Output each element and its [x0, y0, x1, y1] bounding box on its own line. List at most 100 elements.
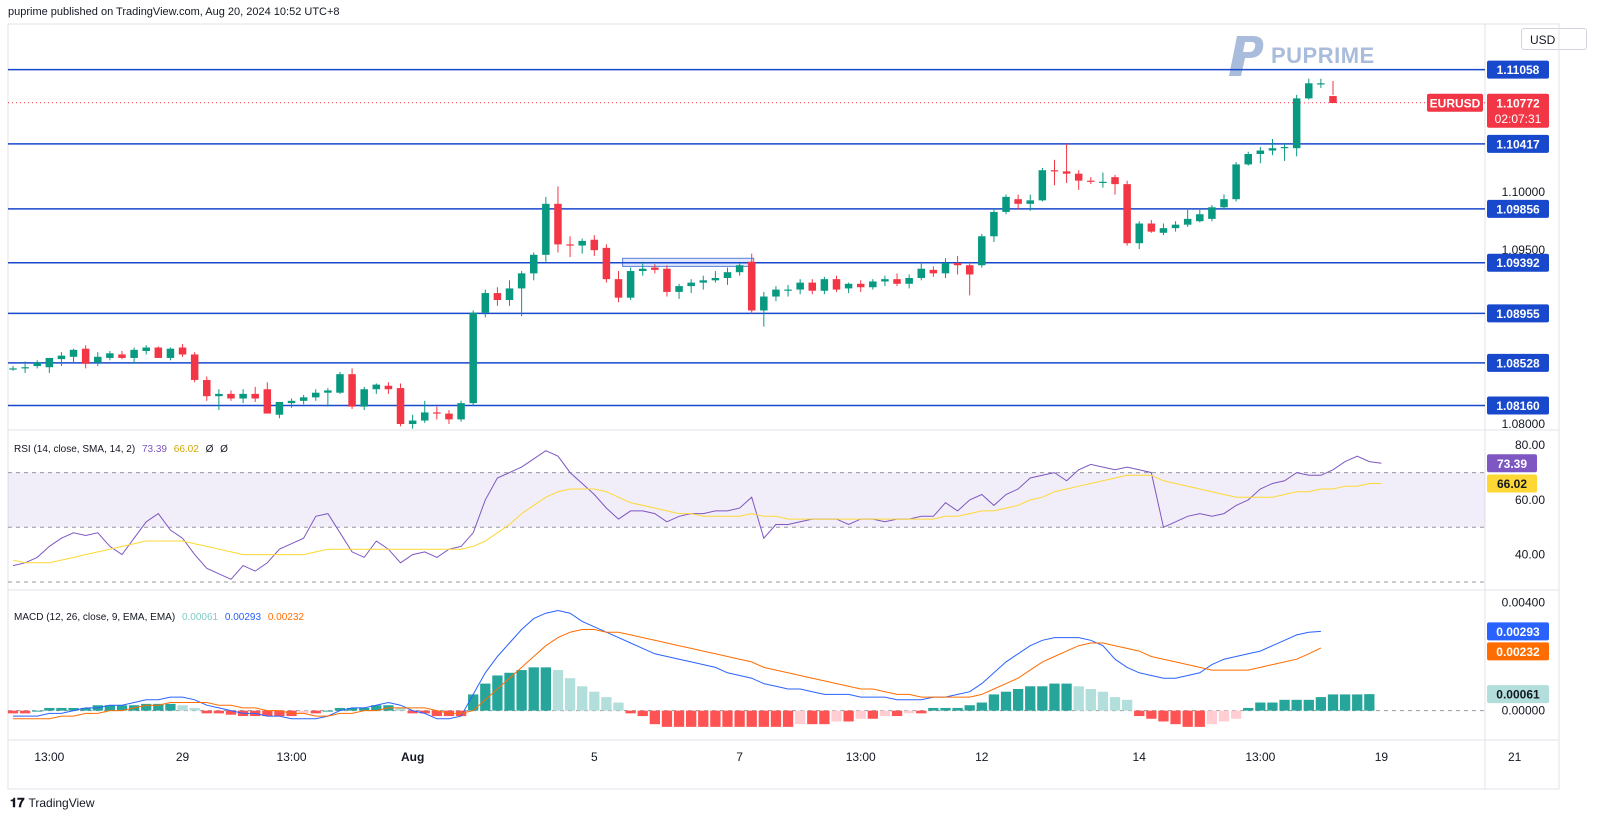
macd-value-label: 0.00293	[1496, 625, 1540, 639]
time-axis-label: 13:00	[34, 750, 64, 764]
chart-frame	[7, 23, 1560, 790]
candle-body	[675, 286, 683, 292]
macd-tick-label: 0.00000	[1502, 704, 1546, 718]
candle-body	[21, 367, 29, 369]
macd-histogram-bar	[516, 670, 527, 711]
candle-body	[893, 279, 901, 284]
macd-histogram-bar	[879, 710, 891, 717]
candle-body	[33, 362, 41, 367]
candle-body	[663, 268, 671, 292]
candle-body	[747, 261, 756, 311]
macd-histogram-bar	[1146, 710, 1157, 719]
macd-hist-value-label: 0.00061	[1496, 688, 1540, 702]
rsi-tick-label: 60.00	[1515, 493, 1545, 507]
rsi-sma-badge	[1487, 474, 1537, 493]
rsi-sma-label: 66.02	[1497, 477, 1527, 491]
macd-histogram-bar	[613, 702, 624, 711]
macd-histogram-bar	[274, 710, 285, 717]
time-axis-label: Aug	[401, 750, 424, 764]
candle-body	[626, 271, 635, 298]
candle-body	[457, 403, 465, 420]
candle-body	[1329, 96, 1337, 104]
macd-histogram-bar	[952, 707, 963, 711]
candle-body	[1087, 180, 1095, 182]
macd-histogram-bar	[310, 710, 321, 714]
candle-body	[408, 420, 417, 424]
macd-histogram-bar	[1121, 699, 1133, 711]
tradingview-logo[interactable]: 𝟏𝟕 TradingView	[10, 795, 95, 811]
macd-histogram-bar	[1291, 699, 1302, 711]
macd-histogram-bar	[1061, 683, 1072, 711]
candle-body	[130, 349, 138, 358]
candle-body	[735, 265, 744, 273]
candle-body	[1171, 224, 1180, 229]
candle-body	[396, 388, 405, 424]
macd-histogram-bar	[1279, 699, 1290, 711]
macd-histogram-bar	[988, 694, 1000, 711]
level-price-badge	[1487, 60, 1549, 79]
candle-body	[420, 412, 429, 421]
macd-histogram-bar	[577, 686, 588, 711]
macd-histogram-bar	[371, 705, 382, 711]
price-tick-label: 1.10000	[1502, 185, 1546, 199]
candle-body	[469, 312, 477, 404]
rsi-band-fill	[8, 472, 1485, 528]
macd-histogram-bar	[649, 710, 660, 725]
macd-tick-label: 0.00400	[1502, 595, 1546, 609]
macd-legend: MACD (12, 26, close, 9, EMA, EMA) 0.0006…	[14, 612, 308, 623]
macd-histogram-bar	[1085, 689, 1096, 711]
countdown-label: 02:07:31	[1495, 112, 1542, 126]
macd-histogram-bar	[468, 694, 479, 711]
macd-histogram-bar	[661, 710, 673, 727]
macd-histogram-bar	[1097, 691, 1109, 711]
candle-body	[239, 393, 247, 399]
macd-histogram-bar	[976, 702, 987, 711]
candle-body	[1135, 223, 1143, 244]
candle-body	[348, 374, 356, 407]
candle-body	[638, 268, 647, 272]
rsi-value-badge	[1487, 454, 1537, 473]
macd-legend-value: 0.00293	[224, 612, 262, 623]
rsi-value-label: 73.39	[1497, 457, 1527, 471]
currency-selector[interactable]: USD	[1521, 28, 1587, 50]
candle-body	[94, 356, 102, 363]
level-price-badge	[1487, 353, 1549, 372]
last-price-badge	[1487, 93, 1549, 128]
macd-histogram-bar	[1158, 710, 1169, 722]
macd-value-badge	[1487, 622, 1549, 641]
macd-histogram-bar	[1315, 697, 1327, 711]
level-price-label: 1.08160	[1496, 399, 1540, 413]
macd-histogram-bar	[1364, 694, 1375, 711]
candle-body	[336, 374, 344, 393]
macd-histogram-bar	[189, 707, 200, 711]
macd-histogram-bar	[770, 710, 782, 727]
macd-histogram-bar	[964, 705, 975, 711]
candle-body	[917, 268, 926, 278]
rsi-legend-label: RSI (14, close, SMA, 14, 2)	[14, 444, 136, 455]
candle-body	[227, 393, 235, 399]
candle-body	[384, 385, 393, 390]
macd-histogram-bar	[346, 707, 358, 711]
candle-body	[372, 384, 381, 390]
candle-body	[832, 279, 841, 290]
candle-body	[81, 348, 90, 364]
macd-histogram-bar	[504, 672, 515, 711]
chart-canvas[interactable]: 1.10000 1.09500 1.08000 1.11058 1.10417 1.098…	[0, 0, 1600, 790]
candle-body	[69, 349, 78, 357]
macd-histogram-bar	[44, 707, 55, 711]
macd-histogram-bar	[262, 710, 273, 717]
candle-body	[869, 281, 877, 288]
level-price-badge	[1487, 199, 1549, 218]
rsi-legend-value: 73.39	[141, 444, 167, 455]
candle-body	[554, 203, 562, 245]
macd-histogram-bar	[419, 710, 430, 714]
macd-histogram-bar	[891, 710, 903, 717]
candle-body	[505, 288, 514, 301]
candle-body	[445, 413, 453, 420]
candle-body	[1123, 184, 1131, 244]
candle-body	[542, 203, 550, 255]
macd-histogram-bar	[625, 710, 636, 714]
candle-body	[287, 400, 296, 404]
macd-histogram-bar	[19, 710, 31, 714]
macd-histogram-bar	[564, 678, 576, 711]
